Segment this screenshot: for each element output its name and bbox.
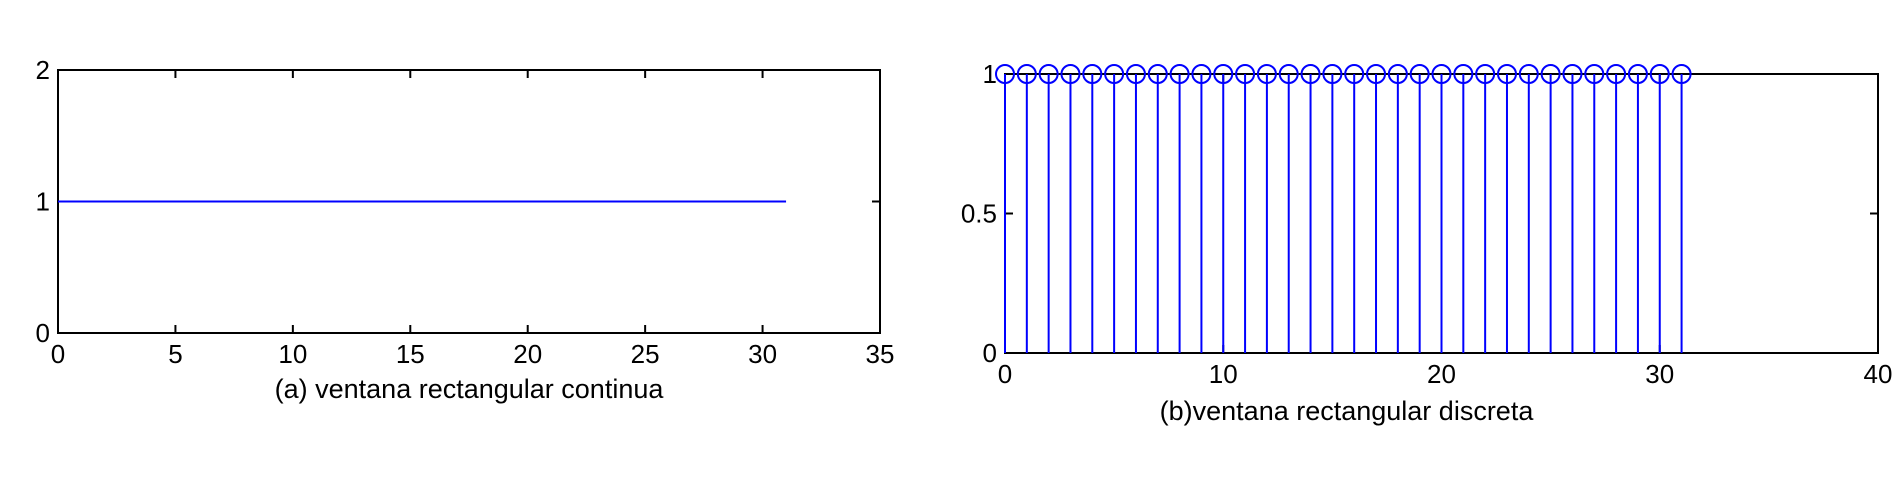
stem-marker <box>1344 64 1365 84</box>
stem-marker <box>1213 64 1234 84</box>
x-tick-label: 10 <box>1209 359 1238 389</box>
stem-marker <box>1671 64 1692 84</box>
x-tick-label: 0 <box>51 339 65 369</box>
chart-a: 0 5 10 15 20 25 30 35 0 1 2 (a) ventana rectangular… <box>36 55 895 404</box>
stem-marker <box>1518 64 1539 84</box>
x-tick-label: 35 <box>866 339 895 369</box>
stem-marker <box>1104 64 1125 84</box>
stem-marker <box>1038 64 1059 84</box>
x-tick-label: 0 <box>998 359 1012 389</box>
x-tick-label: 30 <box>1645 359 1674 389</box>
stem-marker <box>1409 64 1430 84</box>
stem-marker <box>1431 64 1452 84</box>
x-tick-label: 20 <box>513 339 542 369</box>
stem-marker <box>995 64 1015 84</box>
stem-marker <box>1540 64 1561 84</box>
stem-marker <box>1169 64 1190 84</box>
y-tick-label: 0.5 <box>961 199 997 229</box>
stem-marker <box>1584 64 1605 84</box>
chart-b: 0 10 20 30 40 0 0.5 1 (b)ventana rectangular dis… <box>961 59 1893 426</box>
stem-marker <box>1191 64 1212 84</box>
stem-marker <box>1606 64 1627 84</box>
x-tick-label: 30 <box>748 339 777 369</box>
stem-marker <box>1366 64 1387 84</box>
y-tick-label: 1 <box>983 59 997 89</box>
stem-marker <box>1649 64 1670 84</box>
y-tick-label: 2 <box>36 55 50 85</box>
stem-marker <box>1147 64 1168 84</box>
stem-marker <box>1060 64 1081 84</box>
y-tick-label: 0 <box>983 338 997 368</box>
stem-marker <box>1278 64 1299 84</box>
x-tick-label: 10 <box>278 339 307 369</box>
x-tick-label: 25 <box>631 339 660 369</box>
stem-marker <box>1562 64 1583 84</box>
x-tick-label: 20 <box>1427 359 1456 389</box>
stem-marker <box>1453 64 1474 84</box>
stem-marker <box>1235 64 1256 84</box>
stem-marker <box>1496 64 1517 84</box>
x-axis-label: (a) ventana rectangular continua <box>275 374 665 404</box>
x-tick-label: 40 <box>1864 359 1893 389</box>
y-tick-label: 0 <box>36 318 50 348</box>
stem-marker <box>1322 64 1343 84</box>
stem-marker <box>1256 64 1277 84</box>
stem-marker <box>1016 64 1037 84</box>
stem-marker <box>1082 64 1103 84</box>
stem-marker <box>1125 64 1146 84</box>
stem-marker <box>1300 64 1321 84</box>
stem-marker <box>1387 64 1408 84</box>
x-tick-label: 5 <box>168 339 182 369</box>
x-axis-label: (b)ventana rectangular discreta <box>1160 396 1535 426</box>
stem-marker <box>1627 64 1648 84</box>
stem-marker <box>1475 64 1496 84</box>
x-tick-label: 15 <box>396 339 425 369</box>
y-tick-label: 1 <box>36 187 50 217</box>
